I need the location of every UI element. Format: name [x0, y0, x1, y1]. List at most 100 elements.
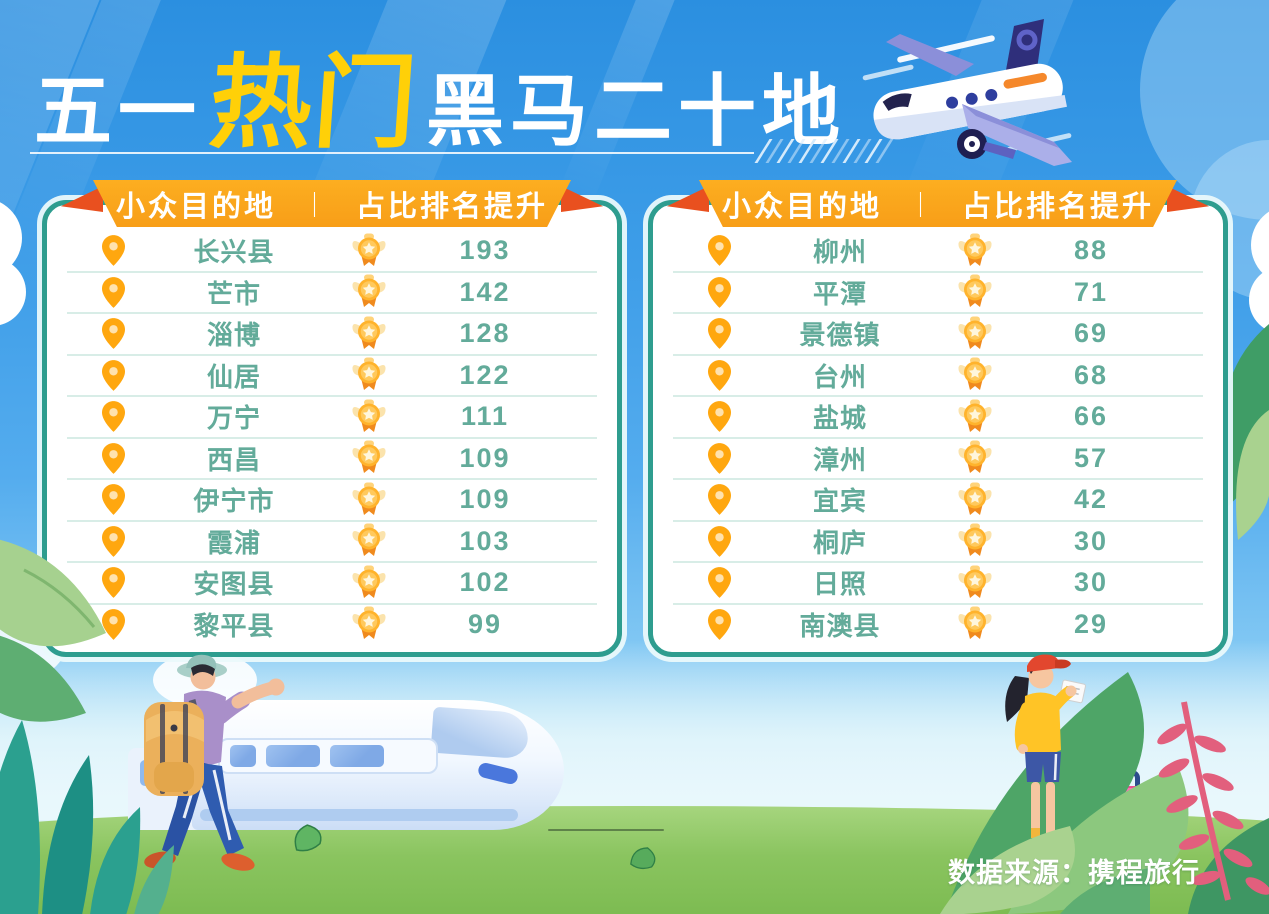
table-row: 漳州 57 — [673, 439, 1203, 480]
rank-value: 57 — [1073, 442, 1109, 473]
destination-name: 长兴县 — [193, 237, 275, 268]
destination-name: 南澳县 — [799, 610, 881, 641]
rank-value: 69 — [1073, 318, 1109, 349]
rank-value: 30 — [1073, 525, 1109, 556]
star-medal-icon — [958, 606, 992, 640]
column-header-destination: 小众目的地 — [115, 190, 276, 223]
rank-value: 103 — [459, 525, 511, 556]
star-medal-icon — [958, 233, 992, 266]
destination-name: 芒市 — [206, 278, 261, 309]
rank-value: 102 — [459, 567, 511, 598]
rank-value: 128 — [459, 318, 511, 349]
location-pin-icon — [707, 359, 731, 391]
title-underline — [30, 152, 754, 154]
destination-name: 宜宾 — [812, 486, 867, 517]
location-pin-icon — [101, 276, 125, 308]
table-row: 柳州 88 — [673, 231, 1203, 273]
star-medal-icon — [352, 399, 386, 432]
location-pin-icon — [101, 359, 125, 391]
star-medal-icon — [352, 233, 386, 266]
train-window — [230, 745, 256, 767]
destination-name: 漳州 — [812, 444, 867, 475]
table-row: 日照 30 — [673, 563, 1203, 605]
table-row: 景德镇 69 — [673, 314, 1203, 356]
table-row: 桐庐 30 — [673, 522, 1203, 563]
destination-name: 黎平县 — [193, 610, 275, 641]
destination-name: 桐庐 — [812, 527, 867, 558]
star-medal-icon — [958, 565, 992, 598]
location-pin-icon — [707, 401, 731, 433]
destination-name: 万宁 — [206, 403, 261, 434]
rank-value: 109 — [459, 484, 511, 515]
destination-name: 淄博 — [206, 320, 261, 351]
table-row: 宜宾 42 — [673, 480, 1203, 522]
data-source-label: 数据来源： — [948, 858, 1088, 888]
star-medal-icon — [352, 606, 386, 640]
cloud — [1249, 211, 1269, 331]
table-row: 芒市 142 — [67, 273, 597, 314]
location-pin-icon — [101, 484, 125, 516]
star-medal-icon — [352, 274, 386, 308]
column-header-metric: 占比排名提升 — [962, 190, 1155, 223]
train-window — [266, 745, 320, 767]
location-pin-icon — [707, 276, 731, 308]
page-title: 五一 热门 黑马二十地 — [34, 46, 846, 160]
destination-name: 台州 — [812, 361, 867, 392]
rank-value: 142 — [459, 276, 511, 307]
table-row: 淄博 128 — [67, 314, 597, 356]
table-row: 南澳县 29 — [673, 605, 1203, 645]
location-pin-icon — [707, 442, 731, 474]
train-underside-stripe — [200, 809, 518, 821]
table-row: 万宁 111 — [67, 397, 597, 439]
rank-value: 42 — [1073, 484, 1109, 515]
rank-value: 193 — [459, 235, 511, 266]
rank-table-right: 小众目的地 ｜ 占比排名提升 柳州 88 平潭 71 景德镇 69 — [648, 180, 1228, 657]
rank-table-left: 小众目的地 ｜ 占比排名提升 长兴县 193 芒市 142 淄博 128 — [42, 180, 622, 657]
bullet-train-illustration — [192, 700, 564, 830]
rank-value: 68 — [1073, 359, 1109, 390]
destination-name: 日照 — [812, 569, 867, 600]
hiker-illustration — [144, 654, 285, 871]
star-medal-icon — [958, 357, 992, 391]
panel-banner: 小众目的地 ｜ 占比排名提升 — [93, 180, 571, 227]
small-leaf-icon — [294, 824, 322, 852]
star-medal-icon — [958, 399, 992, 432]
column-header-metric: 占比排名提升 — [356, 190, 549, 223]
table-row: 伊宁市 109 — [67, 480, 597, 522]
title-prefix: 五一 — [34, 67, 203, 155]
destination-name: 平潭 — [812, 278, 867, 309]
location-pin-icon — [707, 235, 731, 267]
destination-name: 盐城 — [812, 403, 867, 434]
table-row: 仙居 122 — [67, 356, 597, 397]
left-plants-illustration — [0, 539, 174, 914]
star-medal-icon — [352, 523, 386, 557]
table-row: 西昌 109 — [67, 439, 597, 480]
rank-value: 88 — [1073, 235, 1109, 266]
star-medal-icon — [352, 440, 386, 474]
column-separator: ｜ — [301, 191, 330, 220]
small-leaf-icon — [630, 847, 656, 870]
rank-value: 29 — [1073, 608, 1109, 639]
train-window-band — [218, 738, 438, 774]
table-row: 安图县 102 — [67, 563, 597, 605]
table-row: 长兴县 193 — [67, 231, 597, 273]
location-pin-icon — [101, 567, 125, 599]
table-row: 台州 68 — [673, 356, 1203, 397]
rank-value: 66 — [1073, 401, 1109, 432]
cloud — [0, 202, 26, 326]
location-pin-icon — [707, 318, 731, 350]
destination-name: 柳州 — [812, 237, 867, 268]
location-pin-icon — [101, 525, 125, 557]
ground-line — [548, 829, 664, 831]
location-pin-icon — [101, 401, 125, 433]
pink-fern-illustration — [1157, 701, 1269, 901]
airplane-illustration — [862, 19, 1072, 166]
location-pin-icon — [101, 442, 125, 474]
location-pin-icon — [707, 525, 731, 557]
rank-value: 30 — [1073, 567, 1109, 598]
location-pin-icon — [101, 235, 125, 267]
table-row: 平潭 71 — [673, 273, 1203, 314]
location-pin-icon — [707, 567, 731, 599]
table-row: 霞浦 103 — [67, 522, 597, 563]
